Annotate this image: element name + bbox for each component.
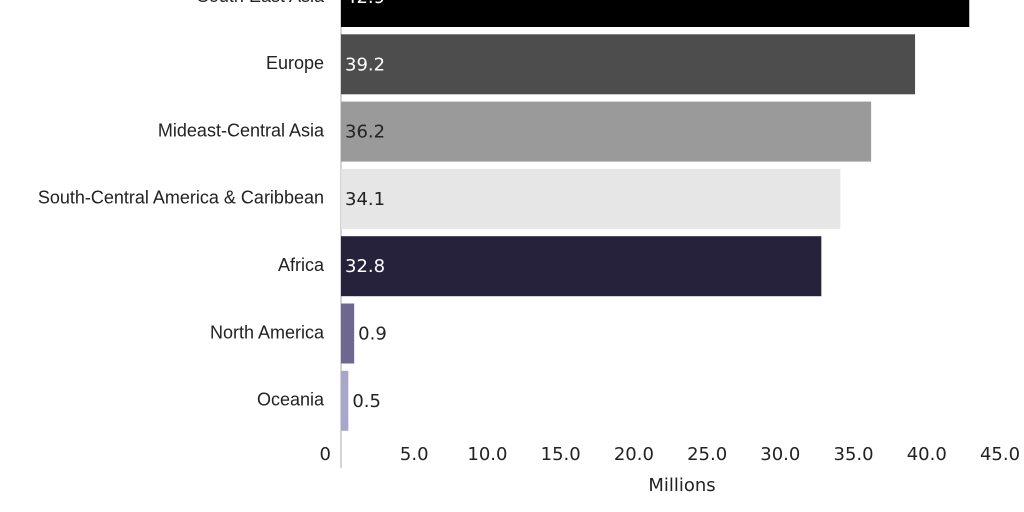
y-tick-label: North America xyxy=(210,322,325,342)
x-tick-label: 10.0 xyxy=(467,444,507,465)
bar xyxy=(341,236,822,297)
x-tick-label: 40.0 xyxy=(907,444,947,465)
bar xyxy=(341,303,355,364)
value-label: 39.2 xyxy=(345,54,385,75)
x-tick-label: 0 xyxy=(320,444,331,465)
y-tick-label: South-Central America & Caribbean xyxy=(38,188,324,208)
x-tick-label: 15.0 xyxy=(541,444,581,465)
x-tick-label: 35.0 xyxy=(834,444,874,465)
bar xyxy=(341,168,841,229)
value-label: 32.8 xyxy=(345,256,385,277)
y-tick-label: Europe xyxy=(266,53,324,73)
x-tick-label: 30.0 xyxy=(760,444,800,465)
value-label: 36.2 xyxy=(345,122,385,143)
value-label: 0.5 xyxy=(352,391,381,412)
bar xyxy=(341,370,349,431)
y-tick-label: Oceania xyxy=(257,390,325,410)
y-tick-label: Mideast-Central Asia xyxy=(158,120,325,140)
bar xyxy=(341,34,916,95)
value-label: 34.1 xyxy=(345,189,385,210)
x-axis-title: Millions xyxy=(648,475,715,496)
value-label: 42.9 xyxy=(345,0,385,8)
x-tick-label: 5.0 xyxy=(400,444,429,465)
x-tick-label: 20.0 xyxy=(614,444,654,465)
value-label: 0.9 xyxy=(358,324,387,345)
bar xyxy=(341,101,872,162)
y-tick-label: Africa xyxy=(278,255,325,275)
x-tick-label: 45.0 xyxy=(980,444,1020,465)
bar xyxy=(341,0,970,27)
y-tick-label: South East Asia xyxy=(197,0,325,6)
x-tick-label: 25.0 xyxy=(687,444,727,465)
